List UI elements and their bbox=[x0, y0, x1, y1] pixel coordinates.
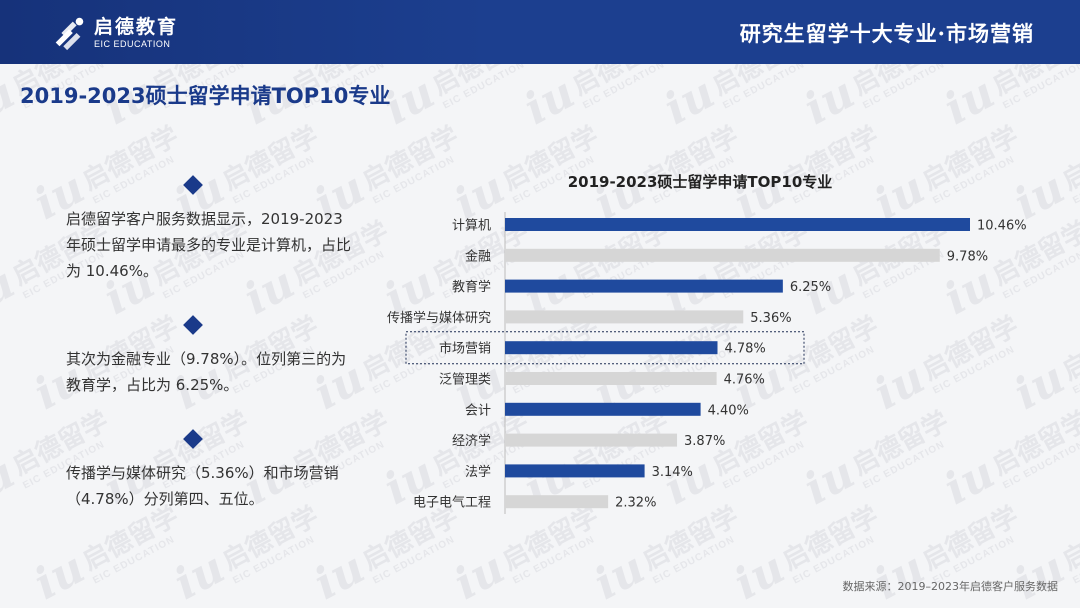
value-label: 2.32% bbox=[615, 496, 656, 511]
summary-paragraph-3: 传播学与媒体研究（5.36%）和市场营销（4.78%）分列第四、五位。 bbox=[66, 464, 339, 508]
category-label: 金融 bbox=[465, 248, 491, 264]
bar bbox=[505, 310, 744, 324]
summary-paragraph-1: 启德留学客户服务数据显示，2019-2023年硕士留学申请最多的专业是计算机，占… bbox=[66, 210, 352, 280]
category-label: 市场营销 bbox=[439, 341, 491, 357]
bar bbox=[505, 433, 678, 447]
bar bbox=[505, 495, 609, 509]
chart-title: 2019-2023硕士留学申请TOP10专业 bbox=[568, 173, 833, 191]
bar bbox=[505, 218, 970, 231]
bar bbox=[505, 402, 701, 416]
category-label: 法学 bbox=[465, 464, 491, 480]
summary-paragraph-2: 其次为金融专业（9.78%）。位列第三的为教育学，占比为 6.25%。 bbox=[66, 350, 347, 394]
value-label: 3.87% bbox=[684, 434, 725, 449]
value-label: 10.46% bbox=[977, 219, 1027, 234]
value-label: 4.76% bbox=[724, 373, 765, 388]
logo-cn-text: 启德教育 bbox=[94, 16, 179, 38]
category-label: 泛管理类 bbox=[439, 373, 491, 388]
value-label: 4.78% bbox=[724, 342, 765, 357]
bar bbox=[505, 341, 718, 355]
value-label: 9.78% bbox=[947, 249, 988, 264]
data-source-note: 数据来源：2019–2023年启德客户服务数据 bbox=[842, 580, 1059, 593]
category-label: 传播学与媒体研究 bbox=[387, 310, 491, 326]
category-label: 经济学 bbox=[452, 433, 491, 449]
category-label: 计算机 bbox=[452, 219, 491, 234]
value-label: 6.25% bbox=[790, 280, 831, 295]
bullet-diamond-icon bbox=[183, 429, 203, 449]
bar bbox=[505, 279, 783, 293]
category-label: 会计 bbox=[465, 403, 491, 418]
category-label: 电子电气工程 bbox=[413, 495, 491, 511]
logo-en-text: EIC EDUCATION bbox=[94, 39, 171, 49]
page-title: 2019-2023硕士留学申请TOP10专业 bbox=[20, 84, 391, 108]
value-label: 5.36% bbox=[750, 311, 791, 326]
category-label: 教育学 bbox=[452, 279, 491, 295]
bar bbox=[505, 248, 940, 262]
bar bbox=[505, 464, 645, 478]
value-label: 3.14% bbox=[652, 465, 693, 480]
logo: 启德教育 EIC EDUCATION bbox=[50, 14, 178, 52]
header-title: 研究生留学十大专业·市场营销 bbox=[739, 21, 1034, 46]
header-bar: 启德教育 EIC EDUCATION 研究生留学十大专业·市场营销 bbox=[0, 0, 1080, 64]
bullet-diamond-icon bbox=[183, 175, 203, 195]
bullet-diamond-icon bbox=[183, 315, 203, 335]
value-label: 4.40% bbox=[708, 403, 749, 418]
eic-logo-icon bbox=[55, 17, 84, 51]
bar bbox=[505, 372, 717, 385]
